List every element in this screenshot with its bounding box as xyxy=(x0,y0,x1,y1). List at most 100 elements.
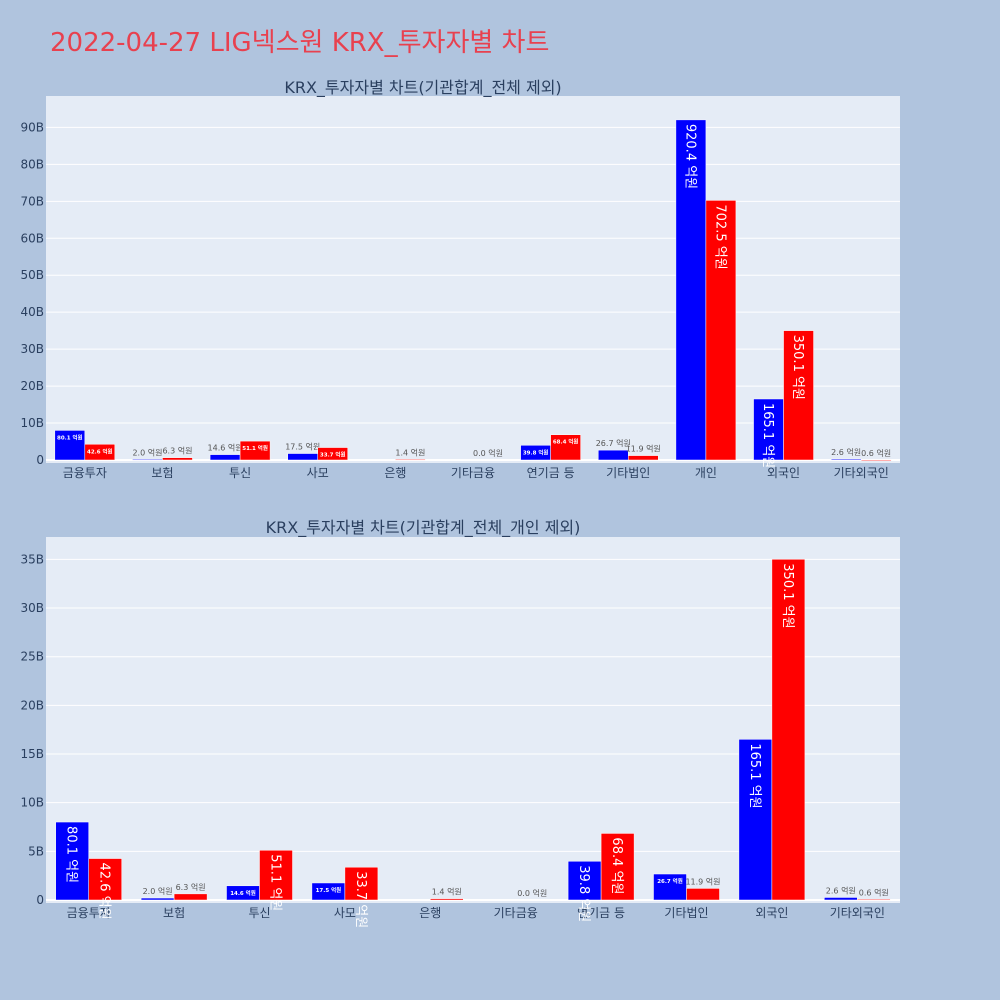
bar-buy xyxy=(132,459,163,461)
bar-sell xyxy=(84,444,116,461)
x-tick-label: 사모 xyxy=(334,906,356,920)
bar-sell xyxy=(771,559,806,901)
y-tick-label: 90B xyxy=(20,120,44,134)
bar-data-label: 2.6 억원 xyxy=(831,447,861,457)
y-tick-label: 0 xyxy=(36,453,44,467)
x-tick-label: 개인 xyxy=(695,466,717,480)
bar-data-label: 68.4 억원 xyxy=(609,837,624,894)
bar-buy xyxy=(824,897,858,901)
x-tick-label: 기타외국인 xyxy=(834,466,889,480)
bar-data-label: 0.0 억원 xyxy=(517,888,547,898)
x-tick-label: 기타외국인 xyxy=(830,906,885,920)
x-tick-label: 금융투자 xyxy=(63,466,107,480)
bar-sell xyxy=(686,888,720,901)
x-tick-label: 기타법인 xyxy=(606,466,650,480)
y-tick-label: 5B xyxy=(28,844,44,858)
y-tick-label: 10B xyxy=(20,796,44,810)
bar-data-label: 2.6 억원 xyxy=(826,885,856,895)
bar-data-label: 1.4 억원 xyxy=(432,887,462,897)
bar-sell xyxy=(860,459,892,461)
bar-data-label: 51.1 억원 xyxy=(267,854,282,911)
x-tick-label: 은행 xyxy=(419,905,441,920)
bar-sell xyxy=(430,898,464,901)
bar-data-label: 42.6 억원 xyxy=(87,447,113,455)
bar-sell xyxy=(857,899,891,901)
bar-buy xyxy=(653,873,687,901)
bar-data-label: 11.9 억원 xyxy=(626,444,661,454)
x-tick-label: 기타금융 xyxy=(494,906,538,920)
bar-sell xyxy=(88,858,122,901)
y-tick-label: 20B xyxy=(20,379,44,393)
bar-sell xyxy=(628,455,659,461)
y-tick-label: 40B xyxy=(20,305,44,319)
x-tick-label: 외국인 xyxy=(755,906,788,920)
bar-sell xyxy=(550,434,581,461)
x-tick-label: 은행 xyxy=(384,465,406,480)
y-tick-label: 60B xyxy=(20,231,44,245)
y-tick-label: 10B xyxy=(20,416,44,430)
x-tick-label: 외국인 xyxy=(767,466,800,480)
bar-data-label: 14.6 억원 xyxy=(208,443,243,453)
y-tick-label: 50B xyxy=(20,268,44,282)
bar-data-label: 11.9 억원 xyxy=(685,876,720,886)
bar-buy xyxy=(140,897,175,901)
bar-sell xyxy=(259,850,293,901)
bar-data-label: 26.7 억원 xyxy=(596,438,631,448)
y-tick-label: 20B xyxy=(20,698,44,712)
bar-sell xyxy=(162,457,193,461)
bar-data-label: 350.1 억원 xyxy=(790,335,805,400)
bar-sell xyxy=(317,447,348,461)
x-tick-label: 연기금 등 xyxy=(577,906,625,920)
bar-data-label: 68.4 억원 xyxy=(553,438,579,446)
bar-buy xyxy=(54,430,86,461)
bar-sell xyxy=(344,866,379,901)
page-title: 2022-04-27 LIG넥스원 KRX_투자자별 차트 xyxy=(50,28,550,58)
bar-data-label: 17.5 억원 xyxy=(285,442,320,452)
bar-data-label: 26.7 억원 xyxy=(657,877,683,885)
bar-data-label: 39.8 억원 xyxy=(523,448,549,456)
bar-buy xyxy=(567,861,602,901)
x-tick-label: 기타법인 xyxy=(664,906,708,920)
y-tick-label: 30B xyxy=(20,342,44,356)
chart-top: KRX_투자자별 차트(기관합계_전체 제외) 0 10B 20B 30B 40B 50B 6… xyxy=(20,78,900,480)
bar-data-label: 6.3 억원 xyxy=(176,882,206,892)
bar-data-label: 51.1 억원 xyxy=(242,444,268,452)
x-tick-label: 금융투자 xyxy=(67,906,111,920)
x-tick-label: 연기금 등 xyxy=(527,466,575,480)
bar-data-label: 6.3 억원 xyxy=(162,446,192,456)
x-tick-label: 사모 xyxy=(307,466,329,480)
x-tick-label: 보험 xyxy=(163,906,185,920)
bar-data-label: 80.1 억원 xyxy=(64,826,79,883)
bar-data-label: 39.8 억원 xyxy=(576,865,591,922)
bar-data-label: 33.7 억원 xyxy=(353,871,368,928)
bar-data-label: 14.6 억원 xyxy=(230,889,256,897)
bar-buy xyxy=(830,458,862,461)
chart-title: KRX_투자자별 차트(기관합계_전체_개인 제외) xyxy=(266,518,581,538)
bar-data-label: 33.7 억원 xyxy=(320,451,346,459)
y-tick-label: 0 xyxy=(36,893,44,907)
x-tick-label: 기타금융 xyxy=(451,466,495,480)
y-tick-label: 15B xyxy=(20,747,44,761)
bar-sell xyxy=(600,833,635,901)
bar-data-label: 0.6 억원 xyxy=(859,887,889,897)
bar-sell xyxy=(783,330,814,461)
y-tick-label: 80B xyxy=(20,157,44,171)
bar-data-label: 165.1 억원 xyxy=(760,403,775,468)
bar-data-label: 0.6 억원 xyxy=(861,448,891,458)
chart-title: KRX_투자자별 차트(기관합계_전체 제외) xyxy=(284,78,561,98)
bar-data-label: 920.4 억원 xyxy=(682,124,697,189)
bar-buy xyxy=(675,119,707,461)
x-tick-label: 보험 xyxy=(151,466,173,480)
chart-bottom: KRX_투자자별 차트(기관합계_전체_개인 제외) 0 5B 10B 15B 20B 25… xyxy=(20,518,900,928)
bar-sell xyxy=(705,200,737,461)
y-tick-label: 25B xyxy=(20,650,44,664)
bar-sell xyxy=(239,440,271,461)
bar-buy xyxy=(753,398,784,461)
bar-data-label: 42.6 억원 xyxy=(97,863,112,920)
bar-buy xyxy=(209,454,241,461)
bar-buy xyxy=(598,449,629,461)
x-tick-label: 투신 xyxy=(229,466,251,480)
bar-data-label: 17.5 억원 xyxy=(316,886,342,894)
bar-data-label: 1.4 억원 xyxy=(395,447,425,457)
y-tick-label: 30B xyxy=(20,601,44,615)
